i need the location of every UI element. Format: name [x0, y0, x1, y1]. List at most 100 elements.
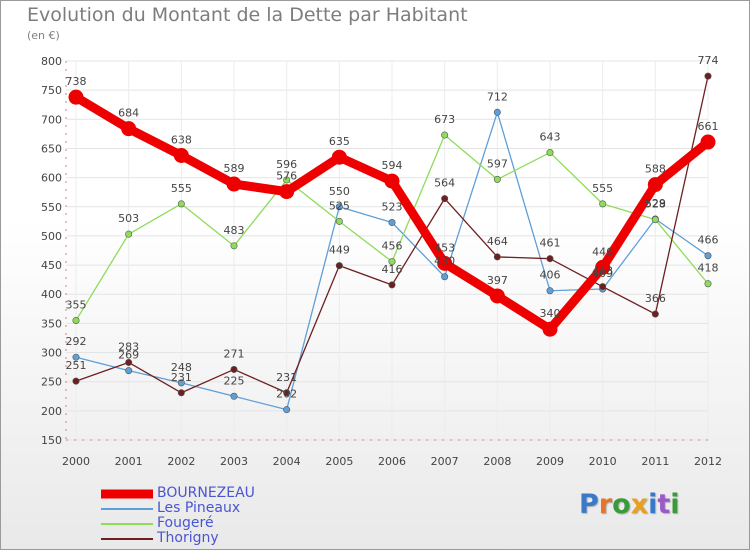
data-label: 248: [171, 361, 192, 374]
data-point: [177, 200, 185, 208]
data-label: 461: [540, 237, 561, 250]
data-label: 638: [171, 133, 192, 146]
data-labels: 292 269 248 225 202 550 523 430 712 406 409 529 466: [66, 90, 719, 400]
data-label: 523: [382, 201, 403, 214]
data-point: [283, 389, 291, 397]
data-label: 231: [171, 371, 192, 384]
x-tick-label: 2010: [589, 455, 617, 468]
data-point: [331, 149, 347, 165]
data-label: 413: [592, 265, 613, 278]
x-tick-label: 2008: [483, 455, 511, 468]
data-label: 661: [698, 120, 719, 133]
x-tick-label: 2002: [167, 455, 195, 468]
legend-label: BOURNEZEAU: [157, 485, 255, 501]
data-label: 355: [66, 298, 87, 311]
data-point: [72, 377, 80, 385]
x-tick-label: 2004: [273, 455, 301, 468]
data-label: 453: [434, 241, 455, 254]
data-point: [279, 184, 295, 200]
data-label: 292: [66, 335, 87, 348]
data-label: 503: [118, 212, 139, 225]
data-label: 550: [329, 185, 350, 198]
data-label: 464: [487, 235, 508, 248]
x-tick-label: 2001: [115, 455, 143, 468]
y-tick-label: 400: [41, 288, 62, 301]
data-point: [546, 255, 554, 263]
data-label: 576: [276, 170, 297, 183]
data-point: [546, 287, 554, 295]
data-point: [335, 203, 343, 211]
data-point: [125, 230, 133, 238]
data-point: [230, 242, 238, 250]
data-point: [388, 281, 396, 289]
data-point: [599, 200, 607, 208]
data-label: 430: [434, 255, 455, 268]
legend-label: Fougeré: [157, 515, 214, 531]
data-point: [177, 389, 185, 397]
data-point: [441, 273, 449, 281]
data-point: [599, 283, 607, 291]
data-point: [230, 392, 238, 400]
data-point: [177, 379, 185, 387]
data-label: 528: [645, 198, 666, 211]
data-label: 269: [118, 349, 139, 362]
data-labels: 355 503 555 483 596 525 456 673 597 643 555 528 418: [66, 113, 719, 311]
data-label: 597: [487, 157, 508, 170]
x-tick-label: 2007: [431, 455, 459, 468]
data-label: 684: [118, 107, 139, 120]
data-label: 555: [592, 182, 613, 195]
data-label: 596: [276, 158, 297, 171]
data-point: [384, 173, 400, 189]
y-tick-label: 300: [41, 347, 62, 360]
y-tick-label: 700: [41, 113, 62, 126]
y-tick-label: 750: [41, 84, 62, 97]
legend-swatch: [101, 489, 153, 498]
data-point: [595, 259, 611, 275]
x-tick-label: 2000: [62, 455, 90, 468]
data-point: [173, 147, 189, 163]
data-point: [72, 316, 80, 324]
data-label: 340: [540, 307, 561, 320]
y-tick-label: 500: [41, 230, 62, 243]
data-label: 738: [66, 75, 87, 88]
data-label: 225: [224, 374, 245, 387]
data-label: 366: [645, 292, 666, 305]
data-label: 643: [540, 131, 561, 144]
data-point: [125, 358, 133, 366]
data-point: [68, 89, 84, 105]
data-label: 406: [540, 269, 561, 282]
data-point: [441, 131, 449, 139]
y-tick-label: 200: [41, 405, 62, 418]
data-point: [125, 367, 133, 375]
legend-swatch: [101, 507, 153, 510]
data-label: 202: [276, 388, 297, 401]
data-labels: 738 684 638 589 576 635 594 453 397 340 446 588 661: [66, 75, 719, 320]
data-label: 589: [224, 162, 245, 175]
legend-swatch: [101, 537, 153, 540]
data-point: [546, 149, 554, 157]
data-point: [542, 321, 558, 337]
data-point: [335, 217, 343, 225]
data-label: 466: [698, 234, 719, 247]
data-point: [437, 255, 453, 271]
data-label: 446: [592, 245, 613, 258]
data-point: [489, 288, 505, 304]
data-label: 409: [592, 267, 613, 280]
data-label: 283: [118, 340, 139, 353]
y-tick-label: 650: [41, 142, 62, 155]
data-label: 271: [224, 347, 245, 360]
data-point: [388, 219, 396, 227]
data-label: 449: [329, 244, 350, 257]
data-label: 456: [382, 240, 403, 253]
data-label: 483: [224, 224, 245, 237]
data-point: [283, 176, 291, 184]
data-label: 525: [329, 199, 350, 212]
data-point: [493, 253, 501, 261]
data-point: [651, 310, 659, 318]
chart-title: Evolution du Montant de la Dette par Hab…: [27, 4, 468, 26]
data-point: [72, 353, 80, 361]
chart-subtitle: (en €): [27, 29, 60, 42]
y-tick-label: 800: [41, 55, 62, 68]
